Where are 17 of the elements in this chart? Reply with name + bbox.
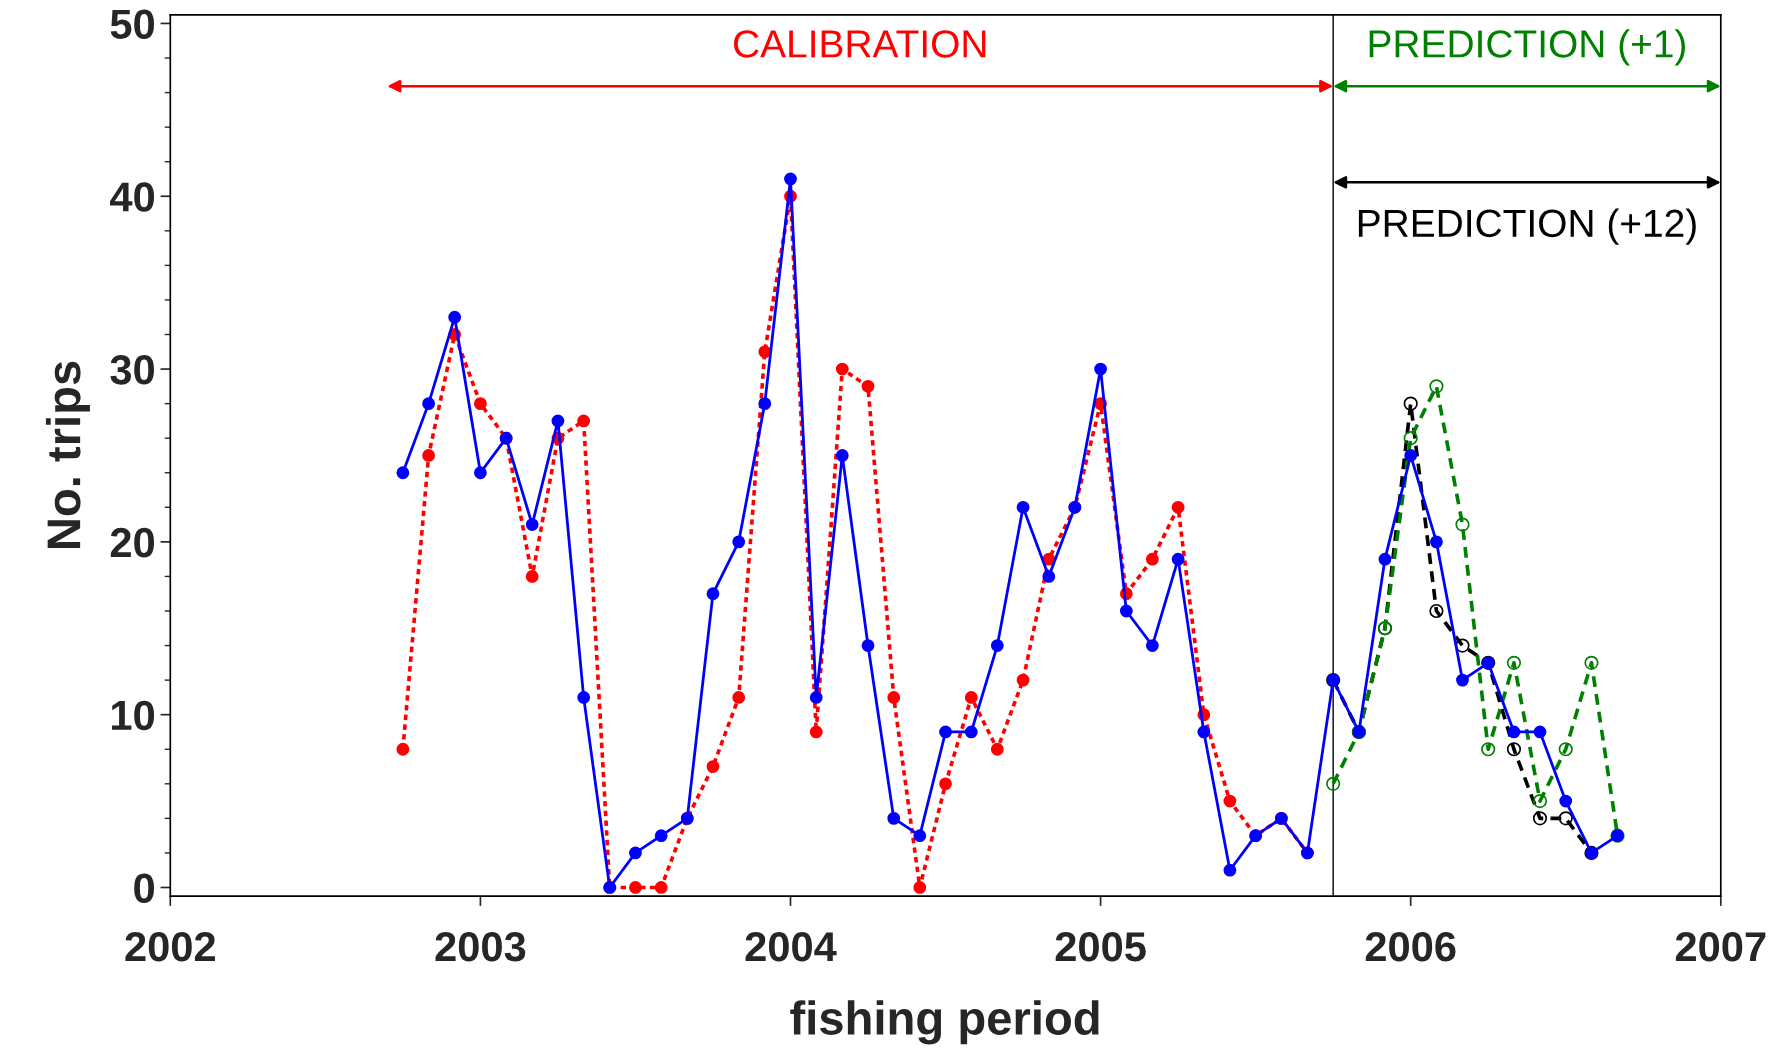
y-tick-label: 40: [110, 182, 155, 212]
y-axis-title: No. trips: [45, 361, 90, 549]
y-tick-label: 50: [110, 9, 155, 39]
x-tick-label: 2005: [1055, 931, 1146, 962]
y-tick-label: 0: [134, 873, 155, 903]
x-tick-label: 2003: [435, 931, 526, 962]
x-tick-label: 2006: [1365, 931, 1456, 962]
annotation: CALIBRATION: [734, 30, 986, 58]
annotation: PREDICTION (+1): [1369, 29, 1685, 66]
y-tick-label: 10: [112, 700, 155, 731]
x-tick-label: 2004: [745, 931, 837, 962]
x-tick-label: 2002: [125, 931, 215, 962]
y-tick-label: 20: [110, 527, 155, 558]
y-tick-label: 30: [110, 355, 155, 385]
x-tick-label: 2007: [1675, 931, 1766, 962]
x-axis-title: fishing period: [790, 1000, 1099, 1045]
annotation: PREDICTION (+12): [1358, 208, 1696, 245]
